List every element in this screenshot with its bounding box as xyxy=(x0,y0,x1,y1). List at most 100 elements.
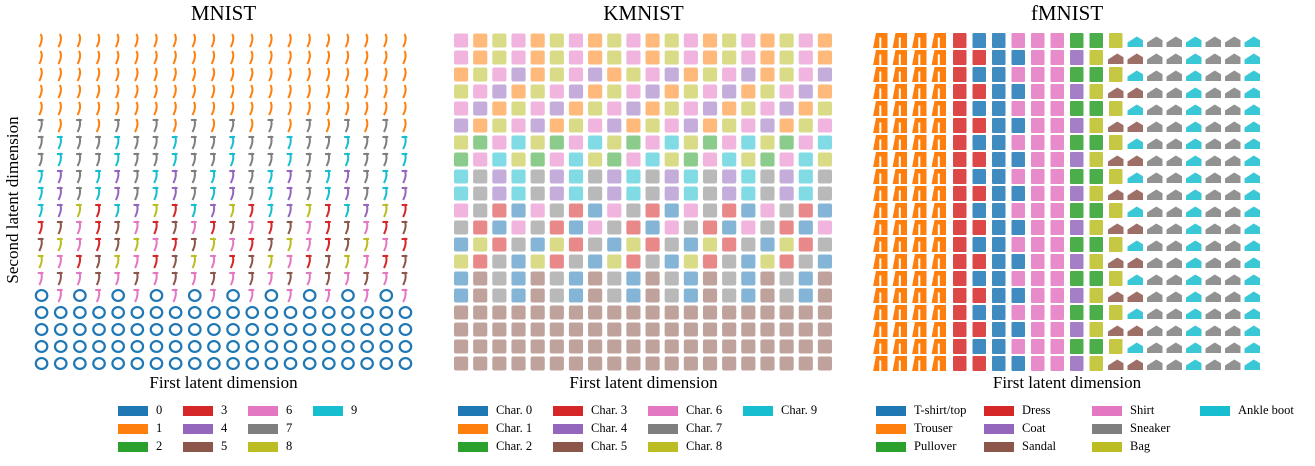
latent-sample xyxy=(171,271,178,286)
latent-sample xyxy=(1127,189,1143,200)
latent-sample xyxy=(992,203,1006,218)
latent-sample xyxy=(1225,138,1241,149)
latent-sample xyxy=(549,254,564,269)
latent-sample xyxy=(798,356,813,371)
latent-sample xyxy=(953,101,967,116)
latent-sample xyxy=(645,271,660,286)
latent-sample xyxy=(568,288,584,303)
latent-sample xyxy=(992,152,1006,167)
latent-sample xyxy=(171,169,178,184)
latent-sample xyxy=(38,101,43,116)
latent-sample xyxy=(53,356,68,371)
latent-sample xyxy=(1031,339,1045,354)
latent-sample xyxy=(702,135,718,150)
latent-sample xyxy=(1070,356,1084,371)
latent-sample xyxy=(892,339,907,354)
latent-sample xyxy=(931,50,946,65)
latent-sample xyxy=(454,305,469,320)
panel-title: fMNIST xyxy=(1031,1,1104,25)
latent-sample xyxy=(892,288,907,303)
latent-sample xyxy=(588,322,603,337)
latent-sample xyxy=(248,254,255,269)
latent-sample xyxy=(95,288,101,303)
latent-sample xyxy=(454,135,469,150)
latent-sample xyxy=(95,254,101,269)
latent-sample xyxy=(344,152,350,167)
latent-sample xyxy=(1089,339,1103,354)
latent-sample xyxy=(229,84,235,99)
latent-sample xyxy=(1147,53,1163,64)
latent-sample xyxy=(741,288,756,303)
latent-sample xyxy=(1011,203,1025,218)
latent-sample xyxy=(492,84,507,99)
latent-sample xyxy=(134,84,139,99)
x-axis-label: First latent dimension xyxy=(569,373,718,392)
latent-sample xyxy=(530,186,545,201)
latent-sample xyxy=(549,50,564,65)
legend-label: Ankle boot xyxy=(1238,403,1294,417)
latent-sample xyxy=(473,254,488,269)
latent-sample xyxy=(1147,342,1163,353)
legend-label: Char. 1 xyxy=(496,421,532,435)
latent-sample xyxy=(760,288,775,303)
latent-sample xyxy=(149,288,164,303)
latent-sample xyxy=(549,339,564,354)
latent-sample xyxy=(383,101,388,116)
latent-sample xyxy=(210,237,216,252)
latent-sample xyxy=(1205,257,1221,268)
latent-sample xyxy=(931,322,946,337)
latent-sample xyxy=(492,356,507,371)
latent-sample xyxy=(207,305,221,320)
latent-sample xyxy=(207,356,221,371)
latent-sample xyxy=(1070,203,1084,218)
legend-label: Char. 5 xyxy=(591,439,627,453)
latent-sample xyxy=(153,101,158,116)
latent-sample xyxy=(549,288,564,303)
latent-sample xyxy=(912,288,927,303)
legend-label: Sneaker xyxy=(1130,421,1171,435)
latent-sample xyxy=(454,237,469,252)
latent-sample xyxy=(779,305,794,320)
latent-sample xyxy=(1031,50,1045,65)
latent-sample xyxy=(931,84,946,99)
latent-sample xyxy=(492,271,507,286)
latent-sample xyxy=(549,152,564,167)
legend-swatch xyxy=(183,442,213,452)
latent-sample xyxy=(210,101,216,116)
latent-sample xyxy=(760,322,775,337)
latent-sample xyxy=(683,356,698,371)
latent-sample xyxy=(73,305,87,320)
latent-sample xyxy=(626,271,641,286)
latent-sample xyxy=(76,237,82,252)
latent-sample xyxy=(931,67,946,82)
latent-sample xyxy=(473,169,488,184)
latent-sample xyxy=(817,203,832,218)
latent-sample xyxy=(1011,186,1025,201)
latent-sample xyxy=(798,152,813,167)
latent-sample xyxy=(645,84,660,99)
latent-sample xyxy=(1127,291,1143,302)
latent-sample xyxy=(588,203,603,218)
latent-sample xyxy=(1050,33,1064,48)
latent-sample xyxy=(454,118,469,133)
latent-sample xyxy=(1070,135,1084,150)
latent-sample xyxy=(360,339,374,354)
latent-sample xyxy=(245,305,260,320)
latent-sample xyxy=(1011,101,1025,116)
latent-sample xyxy=(133,169,140,184)
latent-sample xyxy=(798,288,813,303)
latent-sample xyxy=(873,356,888,371)
latent-sample xyxy=(1070,84,1084,99)
latent-sample xyxy=(1225,257,1241,268)
latent-sample xyxy=(1205,70,1221,81)
latent-sample xyxy=(454,169,469,184)
latent-sample xyxy=(248,135,255,150)
latent-sample xyxy=(1127,87,1143,98)
latent-sample xyxy=(1205,223,1221,234)
legend-label: 9 xyxy=(351,403,357,417)
latent-sample xyxy=(473,305,488,320)
latent-sample xyxy=(492,288,507,303)
latent-sample xyxy=(57,50,62,65)
latent-sample xyxy=(245,356,260,371)
